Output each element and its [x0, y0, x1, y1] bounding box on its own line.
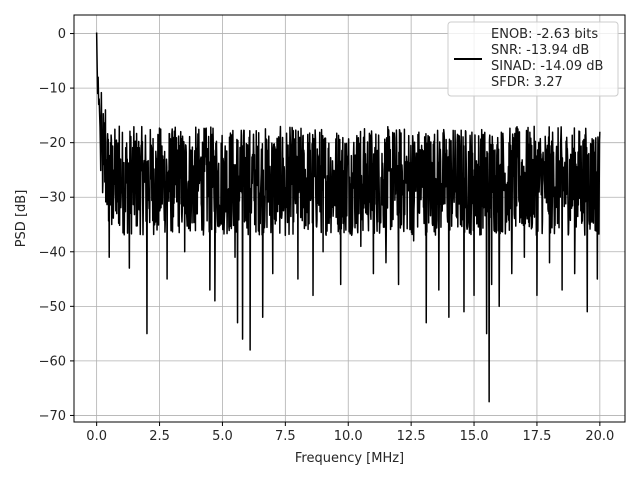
x-tick-label: 2.5	[149, 429, 170, 444]
x-tick-label: 0.0	[86, 429, 107, 444]
x-tick-label: 12.5	[397, 429, 426, 444]
legend-line: SINAD: -14.09 dB	[491, 59, 603, 74]
legend-entry-label: ENOB: -2.63 bits SNR: -13.94 dB SINAD: -14…	[491, 27, 603, 90]
x-tick-label: 15.0	[460, 429, 489, 444]
y-axis-label: PSD [dB]	[14, 190, 29, 248]
x-tick-label: 17.5	[522, 429, 551, 444]
y-tick-label: −30	[39, 191, 66, 206]
x-tick-label: 10.0	[334, 429, 363, 444]
legend-line: ENOB: -2.63 bits	[491, 27, 598, 42]
y-tick-label: 0	[58, 27, 66, 42]
psd-series-line	[95, 32, 601, 403]
psd-trace-group	[95, 32, 601, 403]
y-tick-label: −60	[39, 354, 66, 369]
x-tick-label: 7.5	[275, 429, 296, 444]
x-tick-label: 5.0	[212, 429, 233, 444]
y-axis-ticks: 0 −10 −20 −30 −40 −50 −60 −70	[39, 27, 74, 424]
y-tick-label: −10	[39, 82, 66, 97]
legend-line: SNR: -13.94 dB	[491, 43, 589, 58]
y-tick-label: −70	[39, 409, 66, 424]
y-tick-label: −50	[39, 300, 66, 315]
y-tick-label: −40	[39, 245, 66, 260]
legend: ENOB: -2.63 bits SNR: -13.94 dB SINAD: -14…	[447, 21, 619, 97]
x-tick-label: 20.0	[585, 429, 614, 444]
x-axis-label: Frequency [MHz]	[295, 451, 404, 466]
y-tick-label: −20	[39, 136, 66, 151]
plot-frame	[73, 14, 626, 423]
legend-line: SFDR: 3.27	[491, 75, 563, 90]
x-axis-ticks: 0.0 2.5 5.0 7.5 10.0 12.5 15.0 17.5 20.0	[86, 422, 614, 444]
legend-box	[447, 21, 619, 97]
